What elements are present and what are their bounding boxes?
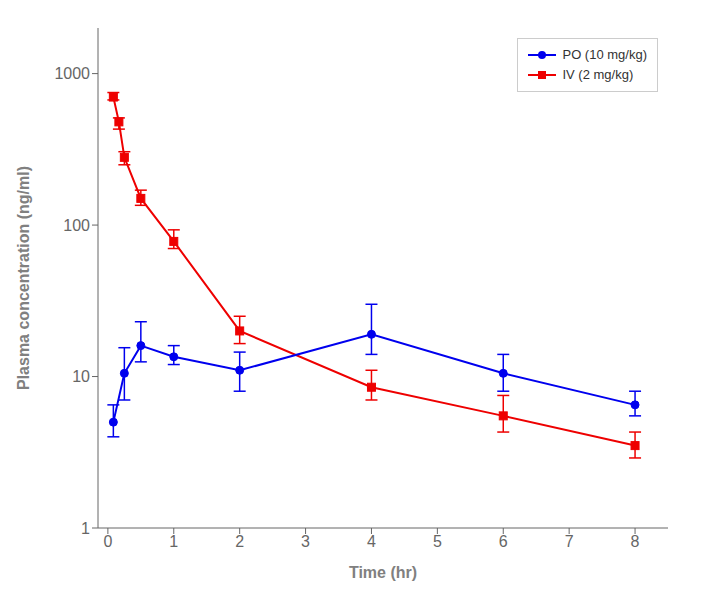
svg-text:10: 10 [72,368,90,385]
svg-text:1: 1 [81,520,90,537]
svg-text:Time (hr): Time (hr) [349,564,417,581]
html-text:IV (2 mg/kg): IV (2 mg/kg) [562,67,634,82]
html-text:PO (10 mg/kg): PO (10 mg/kg) [562,47,647,62]
svg-text:7: 7 [565,533,574,550]
svg-text:6: 6 [499,533,508,550]
svg-text:1000: 1000 [54,65,90,82]
svg-text:4: 4 [367,533,376,550]
svg-text:5: 5 [433,533,442,550]
svg-text:2: 2 [235,533,244,550]
svg-text:1: 1 [169,533,178,550]
svg-text:8: 8 [631,533,640,550]
svg-text:3: 3 [301,533,310,550]
svg-text:0: 0 [103,533,112,550]
svg-text:100: 100 [63,217,90,234]
svg-text:Plasma concentration (ng/ml): Plasma concentration (ng/ml) [15,166,32,390]
